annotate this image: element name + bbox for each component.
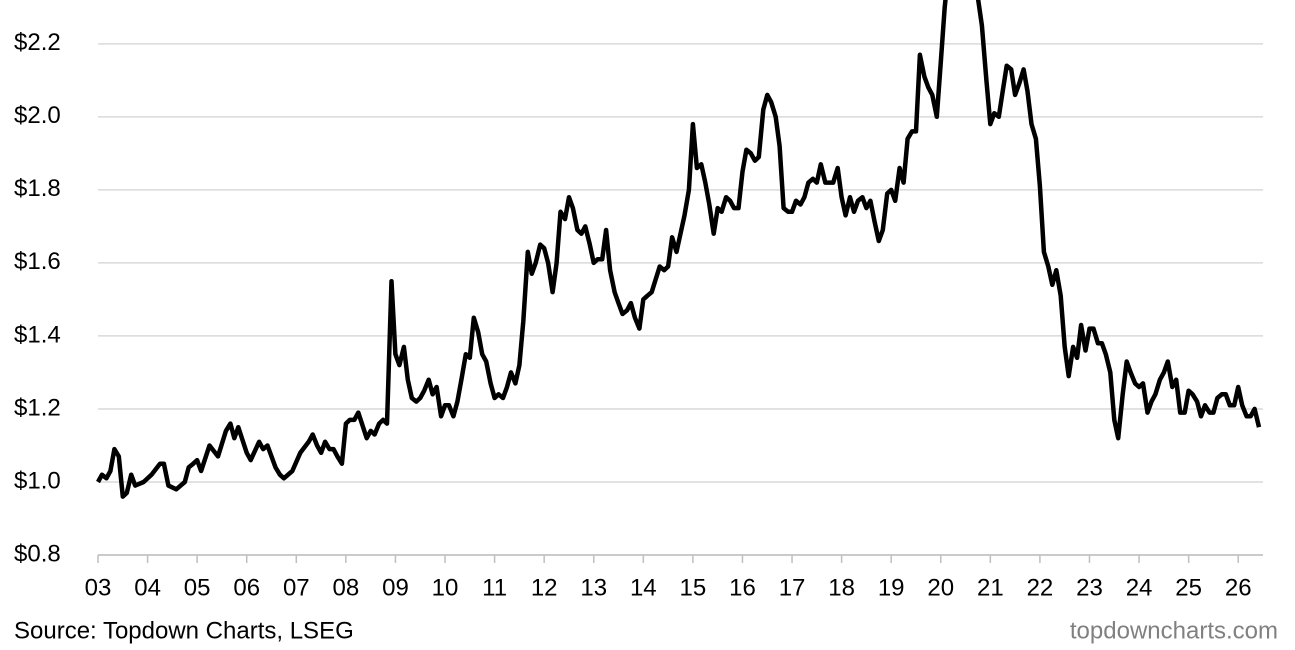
x-tick-label: 12	[531, 574, 558, 601]
x-tick-label: 18	[828, 574, 855, 601]
watermark: topdowncharts.com	[1070, 617, 1278, 644]
x-tick-label: 20	[927, 574, 954, 601]
x-tick-label: 13	[580, 574, 607, 601]
y-tick-label: $1.2	[14, 394, 61, 421]
x-tick-label: 23	[1076, 574, 1103, 601]
source: Source: Topdown Charts, LSEG	[14, 617, 354, 644]
x-tick-label: 14	[630, 574, 657, 601]
x-tick-label: 03	[85, 574, 112, 601]
x-tick-label: 17	[779, 574, 806, 601]
y-tick-label: $1.8	[14, 175, 61, 202]
x-tick-label: 05	[184, 574, 211, 601]
x-tick-label: 19	[878, 574, 905, 601]
x-tick-label: 07	[283, 574, 310, 601]
x-tick-label: 04	[134, 574, 161, 601]
y-tick-label: $1.0	[14, 467, 61, 494]
y-tick-label: $2.0	[14, 102, 61, 129]
x-tick-label: 06	[233, 574, 260, 601]
x-tick-label: 15	[680, 574, 707, 601]
y-tick-label: $1.4	[14, 321, 61, 348]
y-tick-label: $1.6	[14, 248, 61, 275]
y-tick-label: $0.8	[14, 540, 61, 567]
x-tick-label: 11	[482, 574, 507, 601]
x-tick-label: 08	[333, 574, 360, 601]
x-tick-label: 21	[977, 574, 1004, 601]
x-tick-label: 26	[1225, 574, 1252, 601]
x-tick-label: 25	[1175, 574, 1202, 601]
x-tick-label: 22	[1027, 574, 1054, 601]
x-tick-label: 16	[729, 574, 756, 601]
x-tick-label: 10	[432, 574, 459, 601]
series-line	[96, 0, 1262, 499]
x-tick-label: 09	[382, 574, 409, 601]
x-tick-label: 24	[1126, 574, 1153, 601]
y-tick-label: $2.2	[14, 29, 61, 56]
